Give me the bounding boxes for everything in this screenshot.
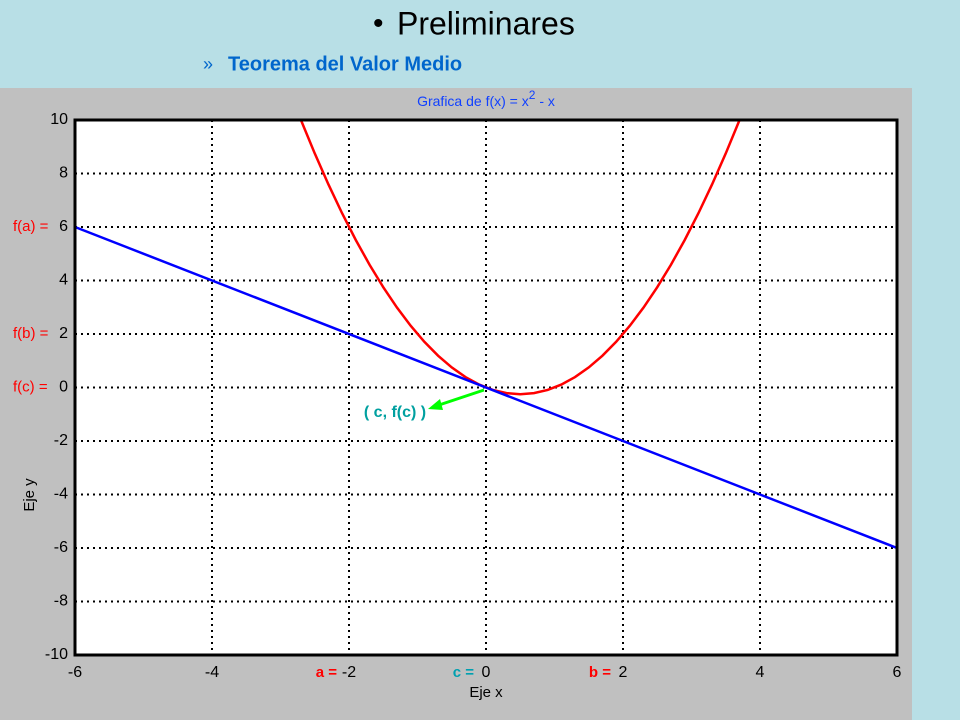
series-line	[74, 225, 898, 550]
x-annotation: c =	[453, 664, 475, 681]
lines	[74, 119, 898, 550]
y-tick-label: -4	[54, 486, 68, 503]
x-tick-label: 6	[893, 664, 902, 681]
y-tick-label: -10	[45, 646, 68, 663]
y-tick-label: 10	[50, 111, 68, 128]
chart-title: Grafica de f(x) = x2 - x	[417, 88, 555, 109]
y-tick-label: -2	[54, 432, 68, 449]
point-arrow	[435, 388, 485, 408]
y-annotation: f(a) =	[13, 218, 49, 235]
x-tick-label: -6	[68, 664, 82, 681]
x-tick-label: 2	[619, 664, 628, 681]
arrow-head	[428, 399, 443, 410]
y-tick-label: 4	[59, 272, 68, 289]
slide-subtitle: Teorema del Valor Medio	[228, 53, 462, 75]
y-tick-label: 6	[59, 218, 68, 235]
y-annotation: f(b) =	[13, 325, 49, 342]
y-tick-label: -6	[54, 539, 68, 556]
point-label: ( c, f(c) )	[364, 404, 426, 421]
title-sup: 2	[529, 88, 536, 102]
x-axis-label: Eje x	[469, 684, 503, 701]
x-tick-label: 4	[756, 664, 765, 681]
series-line	[299, 119, 741, 396]
x-annotation: a =	[316, 664, 338, 681]
plot-border	[73, 118, 899, 657]
x-tick-label: 0	[482, 664, 491, 681]
y-annotation: f(c) =	[13, 378, 48, 395]
title-text: Grafica de f(x) = x	[417, 93, 529, 109]
sub-bullet: »	[203, 54, 213, 74]
slide-title: Preliminares	[397, 5, 575, 41]
y-tick-label: 0	[59, 379, 68, 396]
x-tick-label: -4	[205, 664, 219, 681]
y-axis-label: Eje y	[21, 478, 38, 512]
y-tick-label: 2	[59, 325, 68, 342]
x-annotation: b =	[589, 664, 611, 681]
title-text: - x	[535, 93, 554, 109]
y-tick-label: -8	[54, 593, 68, 610]
y-tick-label: 8	[59, 165, 68, 182]
bullet: •	[373, 7, 384, 40]
x-tick-label: -2	[342, 664, 356, 681]
